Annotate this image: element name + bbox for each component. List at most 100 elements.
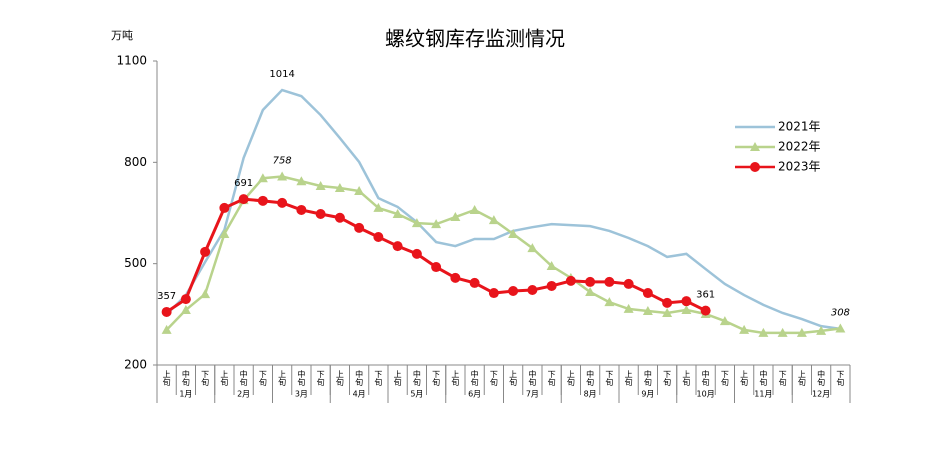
point (450, 272, 461, 283)
x-tick-label: 下旬 (201, 370, 210, 387)
point (334, 183, 345, 193)
point (257, 173, 268, 183)
x-tick-label: 下旬 (720, 370, 729, 387)
x-tick-label: 中旬 (355, 369, 364, 387)
point (315, 209, 326, 220)
x-tick-label: 中旬 (759, 369, 768, 387)
point (354, 222, 365, 233)
x-tick-label: 上旬 (797, 370, 806, 387)
point (739, 324, 750, 334)
point (238, 194, 249, 205)
x-tick-label: 上旬 (566, 370, 575, 387)
point (180, 294, 191, 305)
x-tick-label: 中旬 (412, 369, 421, 387)
point (527, 285, 538, 296)
x-tick-label: 上旬 (220, 370, 229, 387)
data-label: 1014 (269, 69, 294, 80)
legend-label: 2021年 (778, 120, 821, 134)
point (585, 276, 596, 287)
month-label: 4月 (353, 390, 366, 399)
point (488, 288, 499, 299)
x-tick-label: 下旬 (547, 370, 556, 387)
x-tick-label: 中旬 (817, 369, 826, 387)
point (373, 202, 384, 212)
y-axis-label: 万吨 (111, 29, 133, 42)
data-label: 691 (234, 178, 253, 189)
x-tick-label: 下旬 (316, 370, 325, 387)
data-label: 357 (157, 291, 176, 302)
point (623, 303, 634, 313)
point (296, 204, 307, 215)
point (219, 202, 230, 213)
legend-marker (750, 162, 760, 172)
x-tick-label: 中旬 (586, 369, 595, 387)
x-tick-label: 上旬 (393, 370, 402, 387)
x-tick-label: 中旬 (297, 369, 306, 387)
point (546, 261, 557, 271)
point (527, 243, 538, 253)
month-label: 3月 (295, 390, 308, 399)
point (719, 316, 730, 326)
point (585, 287, 596, 297)
month-label: 11月 (754, 390, 772, 399)
month-label: 10月 (697, 390, 715, 399)
data-label: 308 (831, 308, 850, 319)
point (662, 297, 673, 308)
point (392, 241, 403, 252)
point (431, 262, 442, 273)
x-tick-label: 下旬 (605, 370, 614, 387)
point (277, 197, 288, 208)
x-tick-label: 下旬 (663, 370, 672, 387)
point (835, 323, 846, 333)
point (508, 228, 519, 238)
point (623, 278, 634, 289)
x-tick-label: 中旬 (470, 369, 479, 387)
series-line (165, 197, 707, 314)
point (354, 186, 365, 196)
x-tick-label: 上旬 (682, 370, 691, 387)
point (161, 324, 172, 334)
x-tick-label: 下旬 (489, 370, 498, 387)
point (508, 286, 519, 297)
point (277, 171, 288, 181)
month-label: 6月 (468, 390, 481, 399)
month-label: 7月 (526, 390, 539, 399)
x-tick-label: 下旬 (778, 370, 787, 387)
point (200, 246, 211, 257)
x-tick-label: 下旬 (374, 370, 383, 387)
point (681, 304, 692, 314)
y-tick-label: 500 (124, 256, 147, 270)
month-label: 12月 (812, 390, 830, 399)
point (681, 296, 692, 307)
x-tick-label: 下旬 (836, 370, 845, 387)
point (469, 277, 480, 288)
point (373, 231, 384, 242)
point (700, 305, 711, 316)
point (180, 304, 191, 314)
point (411, 218, 422, 228)
point (796, 327, 807, 337)
x-tick-label: 上旬 (451, 370, 460, 387)
point (642, 305, 653, 315)
point (200, 289, 211, 299)
point (392, 209, 403, 219)
chart-title: 螺纹钢库存监测情况 (385, 27, 565, 51)
point (758, 327, 769, 337)
point (546, 280, 557, 291)
point (334, 212, 345, 223)
point (604, 297, 615, 307)
point (816, 325, 827, 335)
point (257, 195, 268, 206)
x-tick-label: 上旬 (740, 370, 749, 387)
x-tick-label: 中旬 (643, 369, 652, 387)
point (431, 219, 442, 229)
point (777, 327, 788, 337)
x-tick-label: 中旬 (239, 369, 248, 387)
data-label: 758 (273, 156, 292, 167)
x-tick-label: 下旬 (432, 370, 441, 387)
month-label: 5月 (410, 390, 423, 399)
point (662, 307, 673, 317)
x-tick-label: 中旬 (181, 369, 190, 387)
point (565, 275, 576, 286)
series-line (165, 88, 841, 331)
